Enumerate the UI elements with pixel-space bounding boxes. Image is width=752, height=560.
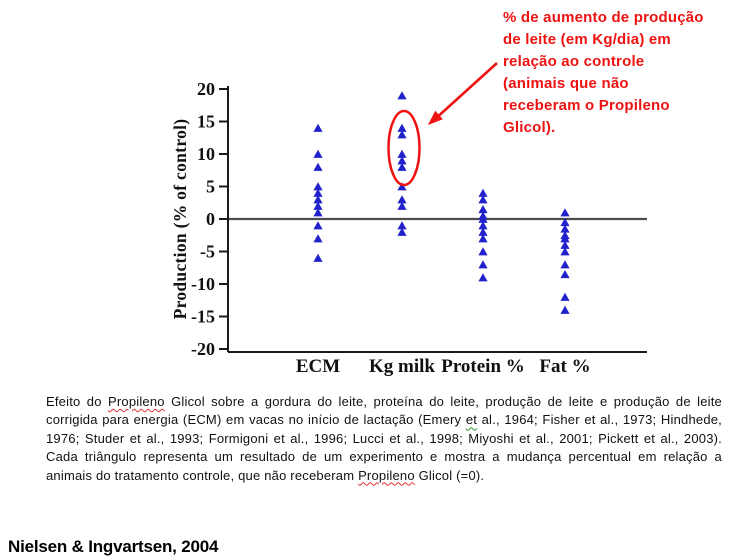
data-point-triangle <box>478 273 488 282</box>
highlight-ellipse <box>387 109 421 187</box>
data-point-triangle <box>397 149 407 158</box>
data-point-triangle <box>397 182 407 191</box>
caption-misspelled-word: Propileno <box>108 394 165 409</box>
data-point-triangle <box>313 188 323 197</box>
y-tick-label: -10 <box>191 274 215 294</box>
y-tick-label: 10 <box>197 144 215 164</box>
data-point-triangle <box>478 221 488 230</box>
caption-text: Efeito do <box>46 394 108 409</box>
annotation-layer <box>387 62 498 187</box>
data-point-triangle <box>478 234 488 243</box>
data-point-triangle <box>478 195 488 204</box>
source-citation: Nielsen & Ingvartsen, 2004 <box>8 537 219 556</box>
data-point-triangle <box>313 149 323 158</box>
figure-caption: Efeito do Propileno Glicol sobre a gordu… <box>46 393 722 485</box>
data-point-triangle <box>313 221 323 230</box>
data-point-triangle <box>397 123 407 132</box>
data-point-triangle <box>478 188 488 197</box>
data-point-triangle <box>397 201 407 210</box>
data-point-triangle <box>560 234 570 243</box>
x-category-label: ECM <box>296 356 340 377</box>
y-tick-label: 20 <box>197 79 215 99</box>
x-category-label: Protein % <box>441 356 525 377</box>
data-point-triangle <box>313 123 323 132</box>
annotation-text: % de aumento de produção de leite (em Kg… <box>503 9 704 136</box>
x-category-label: Fat % <box>539 356 590 377</box>
data-point-triangle <box>313 201 323 210</box>
data-point-triangle <box>313 208 323 217</box>
y-tick-label: 15 <box>197 112 215 132</box>
caption-text: Glicol sobre a gordura do leite, proteín… <box>46 394 722 428</box>
data-point-triangle <box>560 217 570 227</box>
caption-misspelled-word: Propileno <box>358 467 415 483</box>
data-point-triangle <box>397 227 407 236</box>
data-point-triangle <box>478 204 488 214</box>
data-point-triangle <box>397 195 407 204</box>
data-point-triangle <box>397 156 407 165</box>
data-point-triangle <box>478 214 488 223</box>
x-category-label: Kg milk <box>369 356 435 377</box>
data-point-triangle <box>478 247 488 256</box>
data-point-triangle <box>560 260 570 269</box>
data-point-triangle <box>313 234 323 243</box>
y-tick-label: 0 <box>206 209 215 229</box>
data-point-triangle <box>560 305 570 314</box>
y-axis-title: Production (% of control) <box>170 119 190 320</box>
data-point-triangle <box>560 247 570 256</box>
y-tick-label: -15 <box>191 307 215 327</box>
annotation-arrow-line <box>438 62 498 117</box>
y-tick-label: -20 <box>191 339 215 359</box>
data-point-triangle <box>313 253 323 262</box>
y-tick-label: 5 <box>206 177 215 197</box>
data-point-triangle <box>560 208 570 217</box>
data-point-triangle <box>313 162 323 171</box>
data-point-triangle <box>397 91 407 100</box>
data-point-triangle <box>397 130 407 139</box>
caption-text: Glicol (=0). <box>414 467 485 483</box>
data-point-triangle <box>397 162 407 171</box>
data-point-triangle <box>313 182 323 191</box>
y-tick-label: -5 <box>200 242 215 262</box>
annotation-arrow-head <box>427 110 443 125</box>
data-point-triangle <box>478 227 488 236</box>
caption-text: al., 1964; Fisher et al., 1973; Hindhede… <box>46 412 722 483</box>
data-point-triangle <box>478 260 488 269</box>
data-point-triangle <box>560 240 570 249</box>
data-point-triangle <box>313 195 323 204</box>
data-point-triangle <box>560 269 570 279</box>
data-point-triangle <box>560 224 570 233</box>
caption-misspelled-word: et <box>465 412 478 428</box>
data-point-triangle <box>560 292 570 301</box>
data-point-triangle <box>397 221 407 230</box>
chart-layer: 20 15 10 5 0 -5 -10 -15 -20 ECM Kg milk Protein % Fa… <box>170 79 647 377</box>
